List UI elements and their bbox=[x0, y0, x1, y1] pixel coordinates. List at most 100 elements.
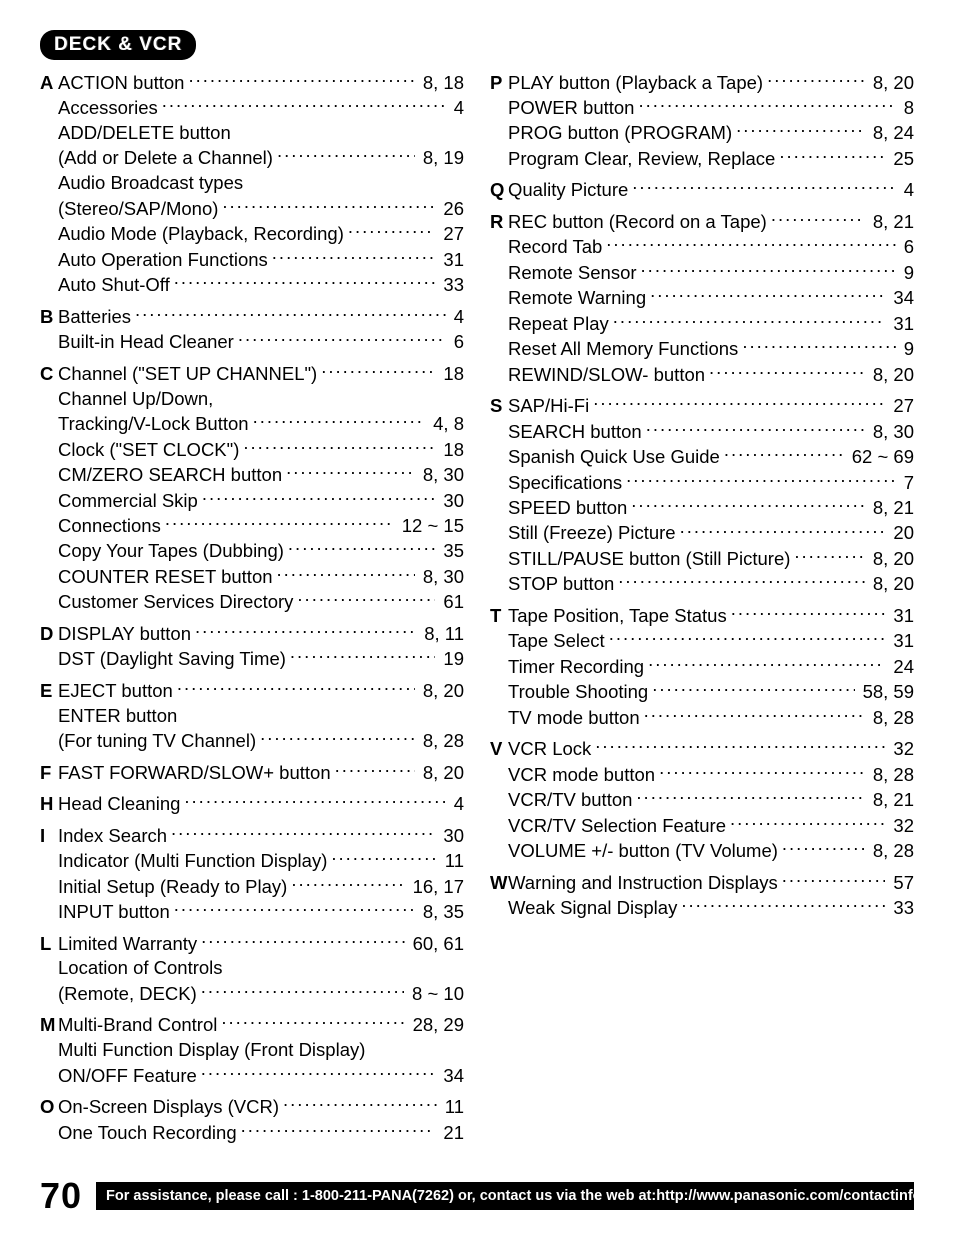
index-entry: Trouble Shooting58, 59 bbox=[490, 680, 914, 705]
leader-dots bbox=[636, 788, 864, 807]
leader-dots bbox=[782, 839, 865, 858]
index-label: (Remote, DECK) bbox=[58, 982, 197, 1007]
index-page: 31 bbox=[889, 604, 914, 629]
index-page: 20 bbox=[889, 521, 914, 546]
index-entry: HHead Cleaning4 bbox=[40, 792, 464, 817]
index-page: 33 bbox=[889, 896, 914, 921]
index-entry: PPLAY button (Playback a Tape)8, 20 bbox=[490, 70, 914, 95]
leader-dots bbox=[283, 1095, 437, 1114]
index-entry: Initial Setup (Ready to Play)16, 17 bbox=[40, 874, 464, 899]
index-page: 8, 28 bbox=[869, 839, 914, 864]
index-entry: One Touch Recording21 bbox=[40, 1120, 464, 1145]
index-page: 33 bbox=[439, 273, 464, 298]
index-label: REWIND/SLOW- button bbox=[508, 363, 705, 388]
index-page: 8, 28 bbox=[419, 729, 464, 754]
index-entry: Connections12 ~ 15 bbox=[40, 513, 464, 538]
leader-dots bbox=[648, 654, 885, 673]
index-page: 16, 17 bbox=[409, 875, 464, 900]
index-letter: S bbox=[490, 394, 508, 419]
index-entry: (Remote, DECK)8 ~ 10 bbox=[40, 981, 464, 1006]
index-page: 34 bbox=[889, 286, 914, 311]
leader-dots bbox=[742, 337, 895, 356]
index-group: RREC button (Record on a Tape)8, 21Recor… bbox=[490, 209, 914, 387]
index-group: TTape Position, Tape Status31Tape Select… bbox=[490, 603, 914, 730]
leader-dots bbox=[241, 1120, 436, 1139]
index-label: Multi Function Display (Front Display) bbox=[58, 1038, 365, 1063]
index-label: Index Search bbox=[58, 824, 167, 849]
index-page: 28, 29 bbox=[409, 1013, 464, 1038]
index-label: Tape Select bbox=[508, 629, 605, 654]
index-page: 4 bbox=[450, 96, 464, 121]
leader-dots bbox=[243, 437, 435, 456]
index-page: 8, 28 bbox=[869, 763, 914, 788]
leader-dots bbox=[782, 870, 886, 889]
index-label: Built-in Head Cleaner bbox=[58, 330, 234, 355]
index-label: ACTION button bbox=[58, 71, 184, 96]
index-page: 8, 30 bbox=[419, 565, 464, 590]
index-entry: IIndex Search30 bbox=[40, 823, 464, 848]
index-entry: OOn-Screen Displays (VCR)11 bbox=[40, 1095, 464, 1120]
index-label: Auto Shut-Off bbox=[58, 273, 170, 298]
index-label: VCR Lock bbox=[508, 737, 591, 762]
leader-dots bbox=[626, 470, 896, 489]
index-label: PROG button (PROGRAM) bbox=[508, 121, 732, 146]
index-entry: (For tuning TV Channel)8, 28 bbox=[40, 729, 464, 754]
index-page: 4, 8 bbox=[429, 412, 464, 437]
leader-dots bbox=[595, 737, 885, 756]
leader-dots bbox=[286, 463, 415, 482]
index-page: 21 bbox=[439, 1121, 464, 1146]
index-entry: VOLUME +/- button (TV Volume) 8, 28 bbox=[490, 839, 914, 864]
index-page: 9 bbox=[900, 261, 914, 286]
assistance-bar: For assistance, please call : 1-800-211-… bbox=[96, 1182, 914, 1210]
index-label: Repeat Play bbox=[508, 312, 609, 337]
leader-dots bbox=[767, 70, 865, 89]
index-label: DST (Daylight Saving Time) bbox=[58, 647, 286, 672]
index-entry: Program Clear, Review, Replace25 bbox=[490, 146, 914, 171]
index-label: SPEED button bbox=[508, 496, 627, 521]
leader-dots bbox=[609, 629, 886, 648]
index-entry: DDISPLAY button8, 11 bbox=[40, 621, 464, 646]
index-label: Copy Your Tapes (Dubbing) bbox=[58, 539, 284, 564]
index-label: Spanish Quick Use Guide bbox=[508, 445, 720, 470]
leader-dots bbox=[195, 621, 416, 640]
index-letter: D bbox=[40, 622, 58, 647]
index-label: VOLUME +/- button (TV Volume) bbox=[508, 839, 778, 864]
index-entry: Customer Services Directory61 bbox=[40, 590, 464, 615]
index-entry: VCR/TV Selection Feature32 bbox=[490, 813, 914, 838]
index-page: 6 bbox=[900, 235, 914, 260]
index-label: Record Tab bbox=[508, 235, 602, 260]
index-label: FAST FORWARD/SLOW+ button bbox=[58, 761, 331, 786]
index-page: 35 bbox=[439, 539, 464, 564]
index-group: HHead Cleaning4 bbox=[40, 792, 464, 817]
index-page: 27 bbox=[439, 222, 464, 247]
leader-dots bbox=[680, 521, 886, 540]
index-entry: Remote Sensor9 bbox=[490, 260, 914, 285]
index-entry: Weak Signal Display33 bbox=[490, 896, 914, 921]
leader-dots bbox=[681, 896, 885, 915]
index-letter: M bbox=[40, 1013, 58, 1038]
leader-dots bbox=[291, 874, 404, 893]
index-entry: CChannel ("SET UP CHANNEL")18 bbox=[40, 361, 464, 386]
index-entry: Channel Up/Down, bbox=[40, 387, 464, 412]
index-entry: CM/ZERO SEARCH button8, 30 bbox=[40, 463, 464, 488]
index-columns: AACTION button8, 18Accessories4ADD/DELET… bbox=[40, 70, 914, 1152]
index-label: Remote Warning bbox=[508, 286, 646, 311]
index-entry: Indicator (Multi Function Display)11 bbox=[40, 849, 464, 874]
leader-dots bbox=[618, 572, 865, 591]
index-entry: TV mode button8, 28 bbox=[490, 705, 914, 730]
leader-dots bbox=[202, 488, 436, 507]
leader-dots bbox=[731, 603, 886, 622]
index-group: BBatteries4Built-in Head Cleaner6 bbox=[40, 304, 464, 355]
index-label: STOP button bbox=[508, 572, 614, 597]
index-letter: T bbox=[490, 604, 508, 629]
index-label: REC button (Record on a Tape) bbox=[508, 210, 767, 235]
index-label: Quality Picture bbox=[508, 178, 628, 203]
index-page: 57 bbox=[889, 871, 914, 896]
index-page: 8, 21 bbox=[869, 210, 914, 235]
leader-dots bbox=[288, 539, 436, 558]
leader-dots bbox=[644, 705, 865, 724]
index-entry: Tracking/V-Lock Button4, 8 bbox=[40, 412, 464, 437]
index-entry: Remote Warning 34 bbox=[490, 286, 914, 311]
index-entry: QQuality Picture4 bbox=[490, 178, 914, 203]
index-label: DISPLAY button bbox=[58, 622, 191, 647]
